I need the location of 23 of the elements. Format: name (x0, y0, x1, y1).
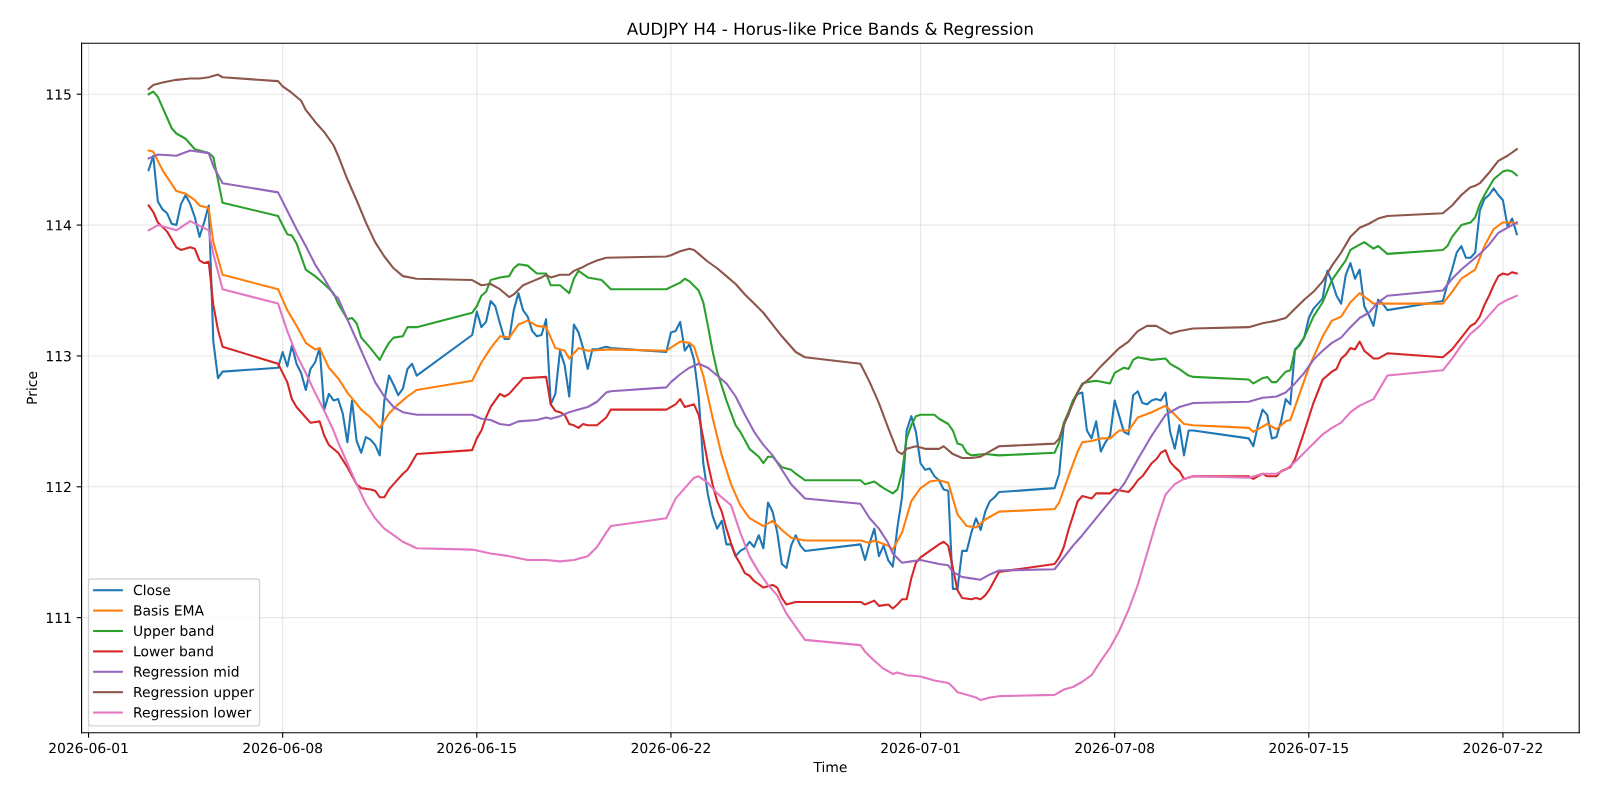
legend-label: Lower band (134, 645, 213, 657)
y-axis-title: Price (26, 371, 38, 404)
legend-label: Regression upper (134, 686, 255, 700)
y-tick-label: 114 (46, 220, 72, 231)
legend-label: Regression lower (134, 706, 252, 721)
x-tick-label: 2026-07-01 (881, 742, 960, 754)
legend-label: Close (133, 584, 171, 596)
x-tick-label: 2026-06-08 (243, 742, 323, 754)
chart-title: AUDJPY H4 - Horus-like Price Bands & Regression (626, 22, 1033, 39)
y-tick-label: 115 (46, 89, 71, 100)
x-tick-label: 2026-07-15 (1269, 742, 1348, 754)
y-tick-label: 112 (46, 481, 71, 493)
x-tick-label: 2026-06-15 (437, 742, 516, 754)
y-tick-label: 111 (46, 612, 71, 623)
legend-label: Regression mid (134, 666, 239, 680)
legend-label: Basis EMA (134, 604, 204, 616)
x-tick-label: 2026-07-22 (1463, 742, 1542, 754)
x-tick-label: 2026-07-08 (1075, 742, 1155, 754)
x-axis-title: Time (813, 761, 847, 773)
x-tick-label: 2026-06-22 (631, 742, 710, 754)
x-tick-label: 2026-06-01 (49, 742, 128, 754)
legend-label: Upper band (134, 625, 214, 639)
y-tick-label: 113 (46, 350, 71, 362)
